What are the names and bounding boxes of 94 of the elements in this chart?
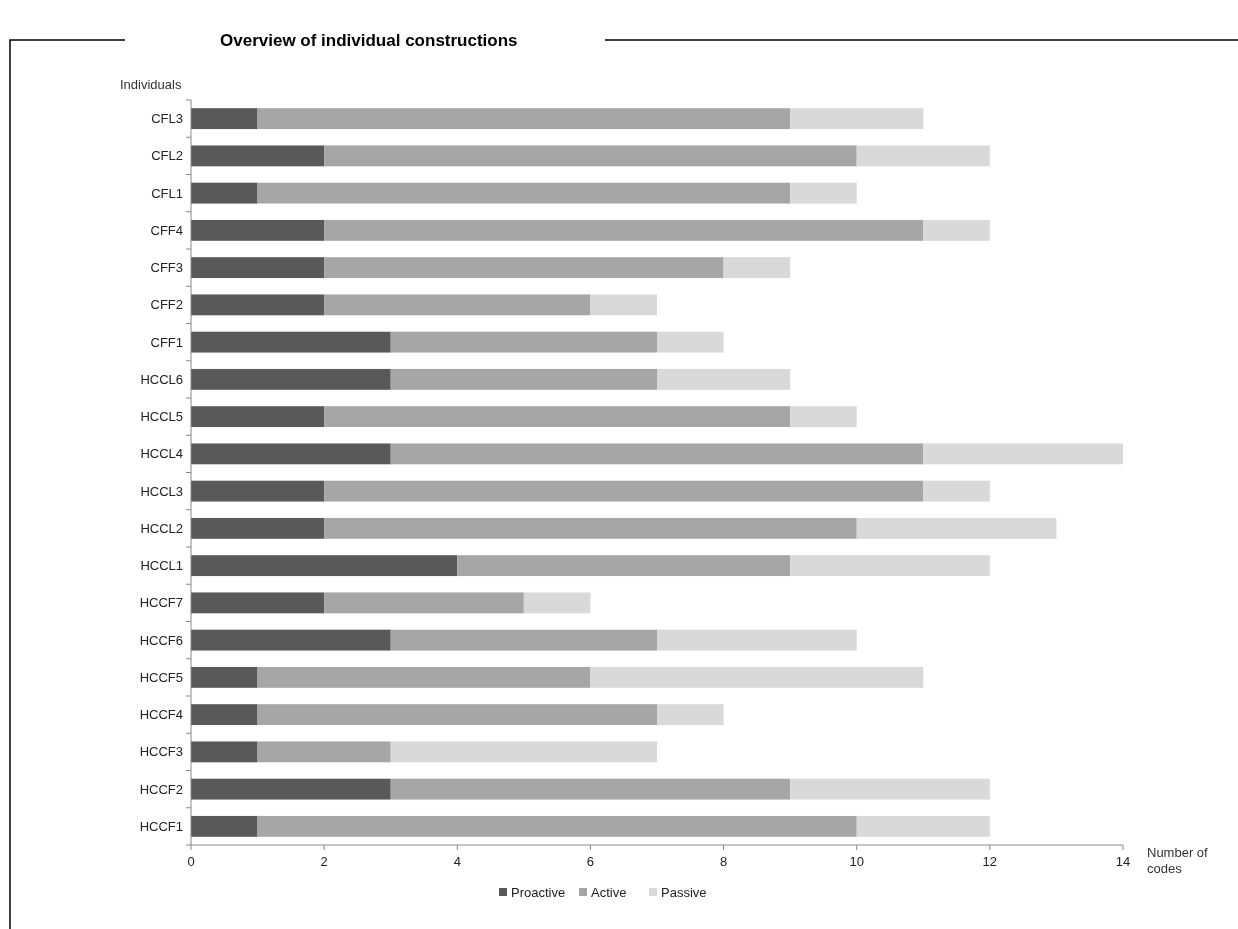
bar [324, 294, 591, 316]
bar [856, 145, 990, 167]
y-tick-label: HCCL2 [140, 520, 183, 536]
y-tick-label: CFL1 [151, 185, 183, 201]
bar [257, 815, 857, 837]
bar [191, 443, 391, 465]
bar [324, 480, 924, 502]
y-tick-label: CFL2 [151, 148, 183, 164]
bar [257, 182, 791, 204]
bar [324, 592, 524, 614]
bar [390, 331, 657, 353]
y-tick-label: HCCF1 [139, 818, 183, 834]
bar [191, 257, 325, 279]
y-tick-label: HCCF2 [139, 781, 183, 797]
bar [390, 368, 657, 390]
bar [191, 815, 258, 837]
y-tick-label: HCCL3 [140, 483, 183, 499]
legend-label: Proactive [511, 885, 566, 900]
bar [390, 629, 657, 651]
bar [191, 555, 458, 577]
bar [923, 219, 990, 241]
bar [457, 555, 791, 577]
bar [257, 108, 791, 130]
bar [257, 704, 657, 726]
y-tick-label: CFF1 [150, 334, 183, 350]
bar [657, 704, 724, 726]
legend-label: Passive [661, 885, 707, 900]
bar [923, 443, 1123, 465]
bar [324, 517, 857, 539]
y-tick-label: HCCL4 [140, 446, 183, 462]
bar [324, 406, 791, 428]
y-tick-label: HCCF5 [139, 669, 183, 685]
y-tick-label: HCCF7 [139, 595, 183, 611]
bar [191, 480, 325, 502]
bar [324, 257, 724, 279]
bar [590, 294, 657, 316]
bar [790, 108, 924, 130]
x-tick-label: 6 [586, 854, 595, 869]
bar [191, 219, 325, 241]
bar [590, 666, 924, 688]
bar [191, 741, 258, 763]
y-tick-label: HCCL5 [140, 409, 183, 425]
bar [790, 182, 857, 204]
bar [523, 592, 591, 614]
y-tick-label: CFF2 [150, 297, 183, 313]
bar [790, 406, 857, 428]
bar [257, 741, 391, 763]
y-tick-label: HCCF6 [139, 632, 183, 648]
y-tick-label: CFL3 [151, 111, 183, 127]
bar [390, 778, 791, 800]
x-tick-label: 2 [320, 854, 328, 869]
bar [191, 406, 325, 428]
bar [657, 629, 857, 651]
bar [790, 555, 990, 577]
bar [191, 629, 391, 651]
bar [657, 368, 791, 390]
bar [191, 592, 325, 614]
x-tick-label: 14 [1115, 854, 1131, 869]
bar [790, 778, 990, 800]
bar [657, 331, 724, 353]
x-tick-label: 4 [453, 854, 461, 869]
bar [191, 517, 325, 539]
bar [390, 741, 657, 763]
bar [390, 443, 924, 465]
bar [191, 778, 391, 800]
bar [723, 257, 791, 279]
y-tick-label: CFF4 [150, 222, 183, 238]
x-tick-label: 8 [719, 854, 728, 869]
bar [257, 666, 591, 688]
legend-label: Active [591, 885, 627, 900]
bar [191, 666, 258, 688]
y-tick-label: HCCL6 [140, 371, 183, 387]
y-tick-label: HCCL1 [140, 558, 183, 574]
bar [191, 145, 325, 167]
y-tick-label: CFF3 [150, 260, 183, 276]
bar [324, 145, 857, 167]
bar [856, 815, 990, 837]
x-axis-title: Number of codes [1147, 845, 1209, 876]
y-axis-title: Individuals [120, 77, 182, 92]
x-tick-label: 0 [187, 854, 195, 869]
bar [856, 517, 1057, 539]
chart-title: Overview of individual constructions [220, 31, 518, 50]
bar [191, 704, 258, 726]
bar [191, 108, 258, 130]
bar [324, 219, 924, 241]
bar [191, 182, 258, 204]
bar [923, 480, 990, 502]
y-tick-label: HCCF3 [139, 744, 183, 760]
y-tick-label: HCCF4 [139, 707, 183, 723]
bar [191, 368, 391, 390]
bar [191, 331, 391, 353]
x-tick-label: 10 [849, 854, 864, 869]
bar [191, 294, 325, 316]
x-tick-label: 12 [982, 854, 998, 869]
